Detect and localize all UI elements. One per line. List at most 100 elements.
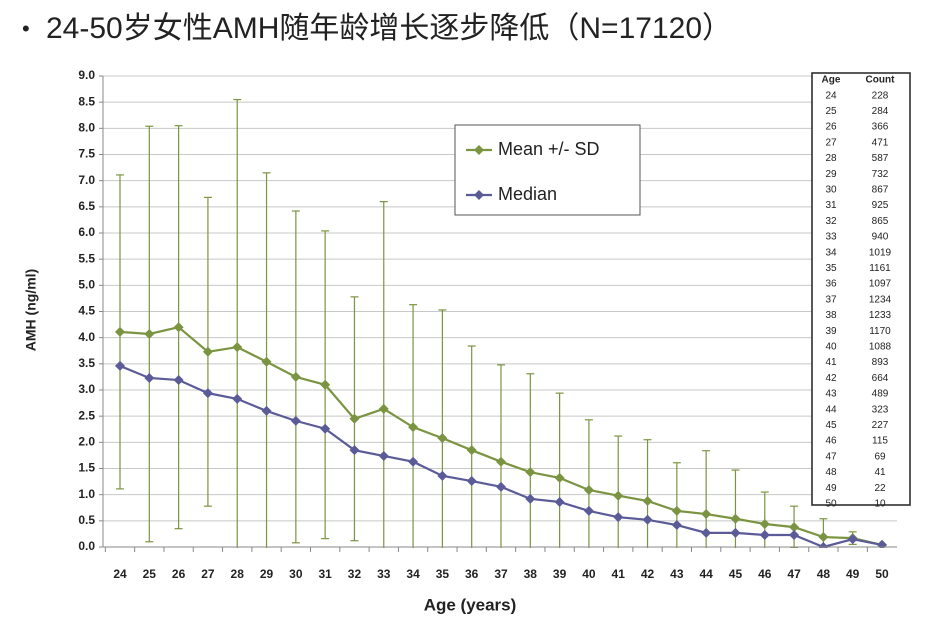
y-tick-label: 2.0 — [78, 435, 95, 449]
legend-label: Median — [498, 184, 557, 204]
point — [349, 413, 360, 424]
table-cell: 227 — [872, 420, 889, 431]
x-axis-label: Age (years) — [424, 595, 517, 614]
point — [320, 423, 331, 434]
table-cell: 45 — [825, 420, 837, 431]
point — [583, 484, 594, 495]
legend: Mean +/- SD Median — [454, 124, 641, 216]
table-cell: 39 — [825, 326, 837, 337]
x-tick-label: 24 — [113, 567, 127, 581]
table-cell: 28 — [825, 153, 837, 164]
table-cell: 35 — [825, 263, 837, 274]
y-tick-label: 2.5 — [78, 408, 95, 422]
x-tick-label: 34 — [406, 567, 420, 581]
point — [701, 509, 712, 520]
table-cell: 38 — [825, 310, 837, 321]
point — [613, 512, 624, 523]
table-header: Age — [822, 75, 841, 86]
point — [378, 450, 389, 461]
point — [378, 403, 389, 414]
y-tick-label: 4.0 — [78, 330, 95, 344]
legend-label: Mean +/- SD — [498, 139, 600, 159]
table-cell: 26 — [825, 122, 837, 133]
x-tick-label: 30 — [289, 567, 303, 581]
table-cell: 22 — [874, 483, 886, 494]
y-tick-label: 5.5 — [78, 251, 95, 265]
y-tick-label: 4.5 — [78, 304, 95, 318]
x-tick-label: 38 — [524, 567, 538, 581]
table-cell: 50 — [825, 499, 837, 510]
x-tick-label: 41 — [612, 567, 626, 581]
table-cell: 30 — [825, 185, 837, 196]
y-axis-label: AMH (ng/ml) — [23, 269, 39, 351]
x-tick-label: 42 — [641, 567, 655, 581]
table-box — [811, 72, 911, 506]
table-cell: 46 — [825, 436, 837, 447]
point — [496, 481, 506, 492]
table-cell: 48 — [825, 467, 837, 478]
point — [671, 520, 682, 531]
x-tick-label: 27 — [201, 567, 215, 581]
point — [144, 329, 155, 340]
y-tick-label: 3.0 — [78, 382, 95, 396]
point — [349, 445, 360, 456]
x-tick-label: 40 — [582, 567, 596, 581]
point — [115, 360, 125, 371]
table-cell: 69 — [874, 451, 886, 462]
point — [290, 371, 301, 382]
point — [437, 470, 448, 481]
table-cell: 1170 — [869, 326, 891, 337]
point — [671, 505, 682, 516]
table-cell: 25 — [825, 106, 837, 117]
table-cell: 40 — [825, 342, 837, 353]
table-cell: 32 — [825, 216, 837, 227]
table-cell: 41 — [825, 357, 837, 368]
point — [144, 372, 155, 383]
table-cell: 323 — [872, 404, 889, 415]
table-cell: 1233 — [869, 310, 892, 321]
table-cell: 1019 — [869, 247, 892, 258]
point — [877, 539, 887, 548]
point — [232, 393, 243, 404]
table-cell: 940 — [872, 232, 889, 243]
legend-box — [454, 124, 641, 216]
y-tick-label: 6.5 — [78, 199, 95, 213]
point — [759, 529, 770, 540]
table-cell: 1234 — [869, 294, 892, 305]
point — [642, 495, 653, 506]
x-tick-label: 28 — [231, 567, 245, 581]
x-tick-label: 32 — [348, 567, 362, 581]
point — [232, 342, 243, 353]
x-tick-label: 50 — [875, 567, 889, 581]
x-tick-label: 48 — [817, 567, 831, 581]
point — [525, 493, 536, 504]
x-tick-label: 26 — [172, 567, 186, 581]
table-cell: 31 — [825, 200, 837, 211]
x-tick-label: 35 — [436, 567, 450, 581]
table-cell: 43 — [825, 389, 837, 400]
y-tick-label: 0.0 — [78, 539, 95, 553]
point — [613, 490, 624, 501]
point — [847, 534, 858, 545]
point — [525, 467, 536, 478]
table-cell: 10 — [874, 499, 886, 510]
x-tick-label: 43 — [670, 567, 684, 581]
point — [115, 326, 125, 337]
y-tick-label: 9.0 — [78, 68, 95, 82]
x-tick-label: 44 — [699, 567, 713, 581]
point — [437, 433, 448, 444]
table-cell: 664 — [872, 373, 889, 384]
table-cell: 47 — [825, 451, 837, 462]
point — [202, 346, 213, 357]
y-tick-label: 6.0 — [78, 225, 95, 239]
legend-marker — [474, 190, 484, 200]
point — [173, 322, 184, 333]
table-cell: 489 — [872, 389, 889, 400]
x-tick-label: 31 — [318, 567, 332, 581]
point — [554, 472, 565, 483]
table-cell: 1088 — [869, 342, 892, 353]
count-table: Age Count 24 228 25 284 26 366 27 471 28 587 29 732 30… — [811, 72, 911, 510]
table-cell: 366 — [872, 122, 889, 133]
table-cell: 893 — [872, 357, 889, 368]
